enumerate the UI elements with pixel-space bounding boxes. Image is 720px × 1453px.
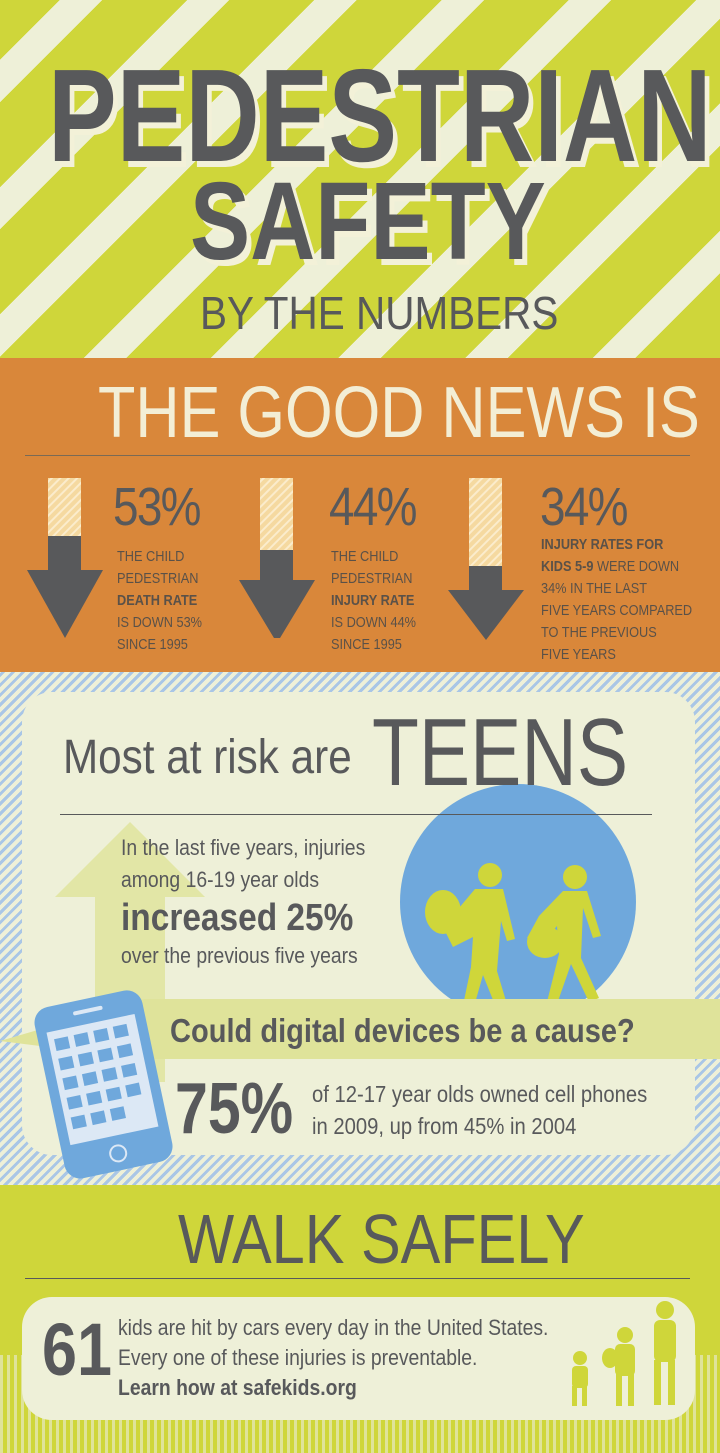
question-text: Could digital devices be a cause? bbox=[170, 1012, 635, 1049]
teens-lead: Most at risk are bbox=[63, 731, 352, 784]
down-arrow-icon bbox=[27, 478, 103, 638]
up-arrow-icon bbox=[55, 822, 205, 1082]
walk-heading: WALK SAFELY bbox=[178, 1200, 585, 1278]
teens-emphasis: TEENS bbox=[372, 699, 629, 806]
divider bbox=[25, 455, 690, 456]
phone-stat: 75% bbox=[175, 1069, 294, 1149]
walk-safely-section: WALK SAFELY 61 kids are hit by cars ever… bbox=[0, 1185, 720, 1453]
title-line1: PEDESTRIAN bbox=[48, 42, 712, 189]
stat-value: 44% bbox=[329, 477, 417, 537]
good-news-section: THE GOOD NEWS IS 53% THE CHILD PEDESTRIAN… bbox=[0, 358, 720, 672]
stat-value: 34% bbox=[540, 477, 628, 537]
title-line2: SAFETY bbox=[190, 160, 546, 283]
good-news-heading: THE GOOD NEWS IS bbox=[98, 373, 700, 453]
header-banner: PEDESTRIAN SAFETY BY THE NUMBERS bbox=[0, 0, 720, 358]
smartphone-icon bbox=[34, 990, 173, 1179]
phone-stat-description: of 12-17 year olds owned cell phones in 2… bbox=[312, 1081, 648, 1139]
divider bbox=[60, 814, 652, 815]
teens-section: Most at risk are TEENS In the last five … bbox=[0, 672, 720, 1185]
divider bbox=[25, 1278, 690, 1279]
walking-kids-icon bbox=[572, 1301, 676, 1406]
walk-description: kids are hit by cars every day in the Un… bbox=[118, 1313, 548, 1403]
subtitle: BY THE NUMBERS bbox=[200, 287, 559, 339]
down-arrow-icon bbox=[448, 478, 524, 640]
down-arrow-icon bbox=[239, 478, 315, 638]
teen-walkers-icon bbox=[425, 863, 601, 1017]
safekids-link[interactable]: Learn how at safekids.org bbox=[118, 1375, 357, 1400]
stat-value: 53% bbox=[113, 477, 201, 537]
stat-description: THE CHILD PEDESTRIAN DEATH RATE IS DOWN 53%… bbox=[117, 548, 203, 653]
stat-description: THE CHILD PEDESTRIAN INJURY RATE IS DOWN 44… bbox=[331, 548, 417, 653]
teens-description: In the last five years, injuries among 16… bbox=[121, 835, 366, 968]
stat-description: INJURY RATES FOR KIDS 5-9 WERE DOWN 34% IN… bbox=[541, 536, 693, 663]
kids-count: 61 bbox=[42, 1308, 112, 1391]
